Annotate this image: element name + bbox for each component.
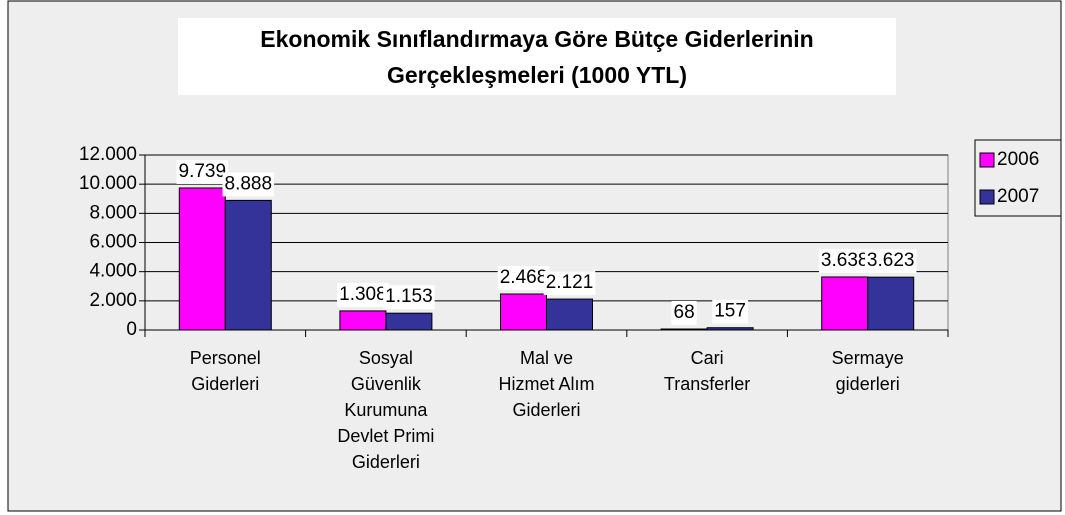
value-label-bg	[337, 282, 389, 307]
value-label: 1.308	[339, 284, 387, 305]
value-label: 8.888	[225, 173, 273, 194]
x-tick-label: Sermaye giderleri	[831, 348, 904, 394]
legend-swatch	[979, 152, 995, 168]
value-label-bg	[222, 172, 275, 197]
x-tick-label: Cari Transferler	[663, 348, 751, 394]
value-label-bg	[864, 249, 917, 274]
value-label: 2.121	[546, 272, 594, 293]
bar	[706, 327, 754, 331]
value-label: 3.638	[821, 250, 869, 271]
bar	[660, 328, 708, 331]
chart-title: Ekonomik Sınıflandırmaya Göre Bütçe Gide…	[178, 18, 896, 95]
y-tick-label: 12.000	[79, 144, 137, 165]
legend-label: 2006	[997, 149, 1039, 170]
bar	[178, 187, 226, 331]
value-label: 3.623	[867, 250, 915, 271]
bar	[867, 276, 915, 331]
bar	[500, 293, 547, 331]
value-label: 68	[674, 302, 695, 323]
bar	[385, 312, 433, 331]
bar	[546, 298, 593, 331]
y-tick-label: 2.000	[89, 290, 137, 311]
value-label-bg	[671, 301, 697, 326]
y-tick-label: 10.000	[79, 173, 137, 194]
bar	[339, 310, 387, 331]
value-label-bg	[712, 299, 748, 324]
value-label-bg	[543, 271, 596, 296]
bar	[224, 199, 272, 331]
legend-swatch	[979, 189, 995, 205]
value-label-bg	[497, 266, 550, 291]
value-label: 2.468	[500, 267, 548, 288]
bar	[821, 276, 869, 331]
x-tick-label: Sosyal Güvenlik Kurumuna Devlet Primi Gi…	[337, 348, 435, 472]
value-label: 1.153	[385, 286, 433, 307]
x-tick-label: Personel Giderleri	[189, 348, 261, 394]
value-label: 9.739	[179, 161, 227, 182]
value-label-bg	[818, 248, 871, 273]
y-tick-label: 8.000	[89, 202, 137, 223]
x-tick-label: Mal ve Hizmet Alım Giderleri	[498, 348, 595, 420]
y-tick-label: 6.000	[89, 232, 137, 253]
value-label: 157	[714, 301, 746, 322]
y-tick-label: 0	[126, 319, 137, 340]
value-label-bg	[383, 285, 435, 310]
legend-label: 2007	[997, 186, 1039, 207]
y-tick-label: 4.000	[89, 261, 137, 282]
value-label-bg	[176, 159, 229, 184]
